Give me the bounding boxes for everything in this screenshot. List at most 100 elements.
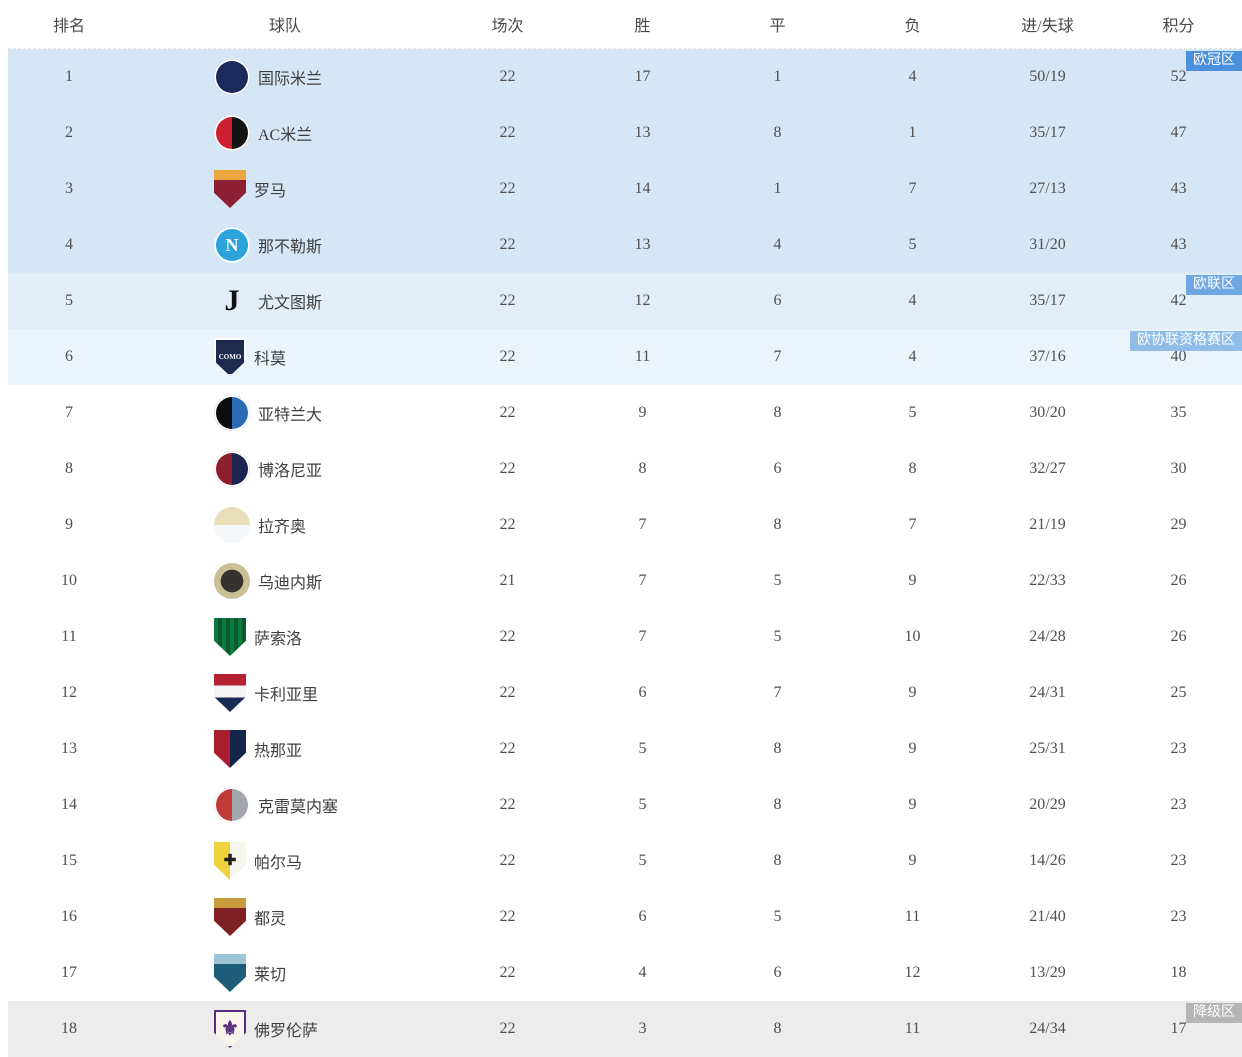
- team-logo-icon: [214, 618, 246, 656]
- draw-value: 8: [773, 1020, 782, 1037]
- team-name: 科莫: [254, 351, 287, 368]
- team-name: 都灵: [254, 911, 287, 928]
- team-logo-icon: ✚: [214, 842, 246, 880]
- team-logo-icon: [214, 787, 250, 823]
- points-value: 43: [1170, 180, 1187, 197]
- goals-value: 25/31: [1029, 740, 1066, 757]
- team-logo-glyph: ⚜: [221, 1018, 239, 1040]
- table-row[interactable]: 欧冠区 1 国际米兰 22 17 1 4 50/19 52: [8, 49, 1242, 105]
- table-row[interactable]: 3 罗马 22 14 1 7 27/13 43: [8, 161, 1242, 217]
- table-row[interactable]: 15 ✚ 帕尔马 22 5 8 9 14/26 23: [8, 833, 1242, 889]
- win-value: 4: [638, 964, 647, 981]
- win-value: 17: [634, 68, 651, 85]
- rank-value: 1: [65, 68, 73, 85]
- points-value: 40: [1170, 348, 1187, 365]
- played-value: 22: [499, 292, 516, 309]
- loss-value: 4: [908, 68, 917, 85]
- table-row[interactable]: 11 萨索洛 22 7 5 10 24/28 26: [8, 609, 1242, 665]
- team-cell: 罗马: [130, 170, 440, 208]
- played-value: 22: [499, 68, 516, 85]
- col-header-draw: 平: [769, 18, 786, 35]
- table-row[interactable]: 4 N 那不勒斯 22 13 4 5 31/20 43: [8, 217, 1242, 273]
- col-header-team: 球队: [268, 18, 301, 35]
- table-row[interactable]: 降级区 18 ⚜ 佛罗伦萨 22 3 8 11 24/34 17: [8, 1001, 1242, 1057]
- table-row[interactable]: 欧联区 5 J 尤文图斯 22 12 6 4 35/17 42: [8, 273, 1242, 329]
- win-value: 11: [634, 348, 651, 365]
- table-row[interactable]: 7 亚特兰大 22 9 8 5 30/20 35: [8, 385, 1242, 441]
- rank-value: 11: [61, 628, 77, 645]
- team-cell: 热那亚: [130, 730, 440, 768]
- draw-value: 7: [773, 348, 782, 365]
- table-row[interactable]: 10 乌迪内斯 21 7 5 9 22/33 26: [8, 553, 1242, 609]
- loss-value: 8: [908, 460, 917, 477]
- rank-value: 9: [65, 516, 73, 533]
- win-value: 6: [638, 684, 647, 701]
- played-value: 22: [499, 348, 516, 365]
- team-cell: 拉齐奥: [130, 507, 440, 543]
- team-logo-glyph: N: [225, 235, 239, 255]
- team-name: 亚特兰大: [258, 407, 323, 424]
- win-value: 13: [634, 236, 651, 253]
- team-logo-glyph: COMO: [218, 352, 242, 361]
- team-cell: J 尤文图斯: [130, 283, 440, 319]
- col-header-goals: 进/失球: [1021, 18, 1074, 35]
- played-value: 22: [499, 180, 516, 197]
- loss-value: 11: [904, 1020, 921, 1037]
- table-row[interactable]: 12 卡利亚里 22 6 7 9 24/31 25: [8, 665, 1242, 721]
- played-value: 22: [499, 908, 516, 925]
- zone-badge: 欧联区: [1186, 275, 1242, 295]
- points-value: 35: [1170, 404, 1187, 421]
- points-value: 26: [1170, 628, 1187, 645]
- team-cell: 卡利亚里: [130, 674, 440, 712]
- table-row[interactable]: 2 AC米兰 22 13 8 1 35/17 47: [8, 105, 1242, 161]
- goals-value: 20/29: [1029, 796, 1066, 813]
- rank-value: 3: [65, 180, 73, 197]
- team-logo-glyph: J: [224, 284, 240, 317]
- goals-value: 35/17: [1029, 124, 1066, 141]
- table-row[interactable]: 9 拉齐奥 22 7 8 7 21/19 29: [8, 497, 1242, 553]
- loss-value: 9: [908, 572, 917, 589]
- played-value: 22: [499, 460, 516, 477]
- table-row[interactable]: 欧协联资格赛区 6 COMO 科莫 22 11 7 4 37/16 40: [8, 329, 1242, 385]
- rank-value: 5: [65, 292, 73, 309]
- loss-value: 12: [904, 964, 921, 981]
- points-value: 42: [1170, 292, 1187, 309]
- goals-value: 35/17: [1029, 292, 1066, 309]
- team-cell: COMO 科莫: [130, 338, 440, 376]
- goals-value: 37/16: [1029, 348, 1066, 365]
- team-name: 罗马: [254, 183, 287, 200]
- table-row[interactable]: 14 克雷莫内塞 22 5 8 9 20/29 23: [8, 777, 1242, 833]
- team-name: 国际米兰: [258, 71, 323, 88]
- played-value: 22: [499, 684, 516, 701]
- goals-value: 21/40: [1029, 908, 1066, 925]
- points-value: 18: [1170, 964, 1187, 981]
- loss-value: 1: [908, 124, 917, 141]
- table-row[interactable]: 8 博洛尼亚 22 8 6 8 32/27 30: [8, 441, 1242, 497]
- team-logo-icon: ⚜: [214, 1010, 246, 1048]
- rank-value: 15: [61, 852, 77, 869]
- team-logo-icon: J: [214, 283, 250, 319]
- played-value: 22: [499, 852, 516, 869]
- goals-value: 21/19: [1029, 516, 1066, 533]
- team-cell: 亚特兰大: [130, 395, 440, 431]
- goals-value: 27/13: [1029, 180, 1066, 197]
- team-logo-icon: [214, 395, 250, 431]
- loss-value: 7: [908, 516, 917, 533]
- team-cell: 博洛尼亚: [130, 451, 440, 487]
- table-row[interactable]: 16 都灵 22 6 5 11 21/40 23: [8, 889, 1242, 945]
- team-cell: 乌迪内斯: [130, 563, 440, 599]
- table-header: 排名 球队 场次 胜 平 负 进/失球 积分: [8, 0, 1242, 49]
- points-value: 47: [1170, 124, 1187, 141]
- team-logo-icon: [214, 954, 246, 992]
- rank-value: 13: [61, 740, 77, 757]
- played-value: 22: [499, 124, 516, 141]
- draw-value: 8: [773, 852, 782, 869]
- played-value: 22: [499, 740, 516, 757]
- draw-value: 6: [773, 460, 782, 477]
- loss-value: 9: [908, 740, 917, 757]
- team-cell: 国际米兰: [130, 59, 440, 95]
- table-row[interactable]: 13 热那亚 22 5 8 9 25/31 23: [8, 721, 1242, 777]
- win-value: 12: [634, 292, 651, 309]
- table-row[interactable]: 17 莱切 22 4 6 12 13/29 18: [8, 945, 1242, 1001]
- played-value: 22: [499, 516, 516, 533]
